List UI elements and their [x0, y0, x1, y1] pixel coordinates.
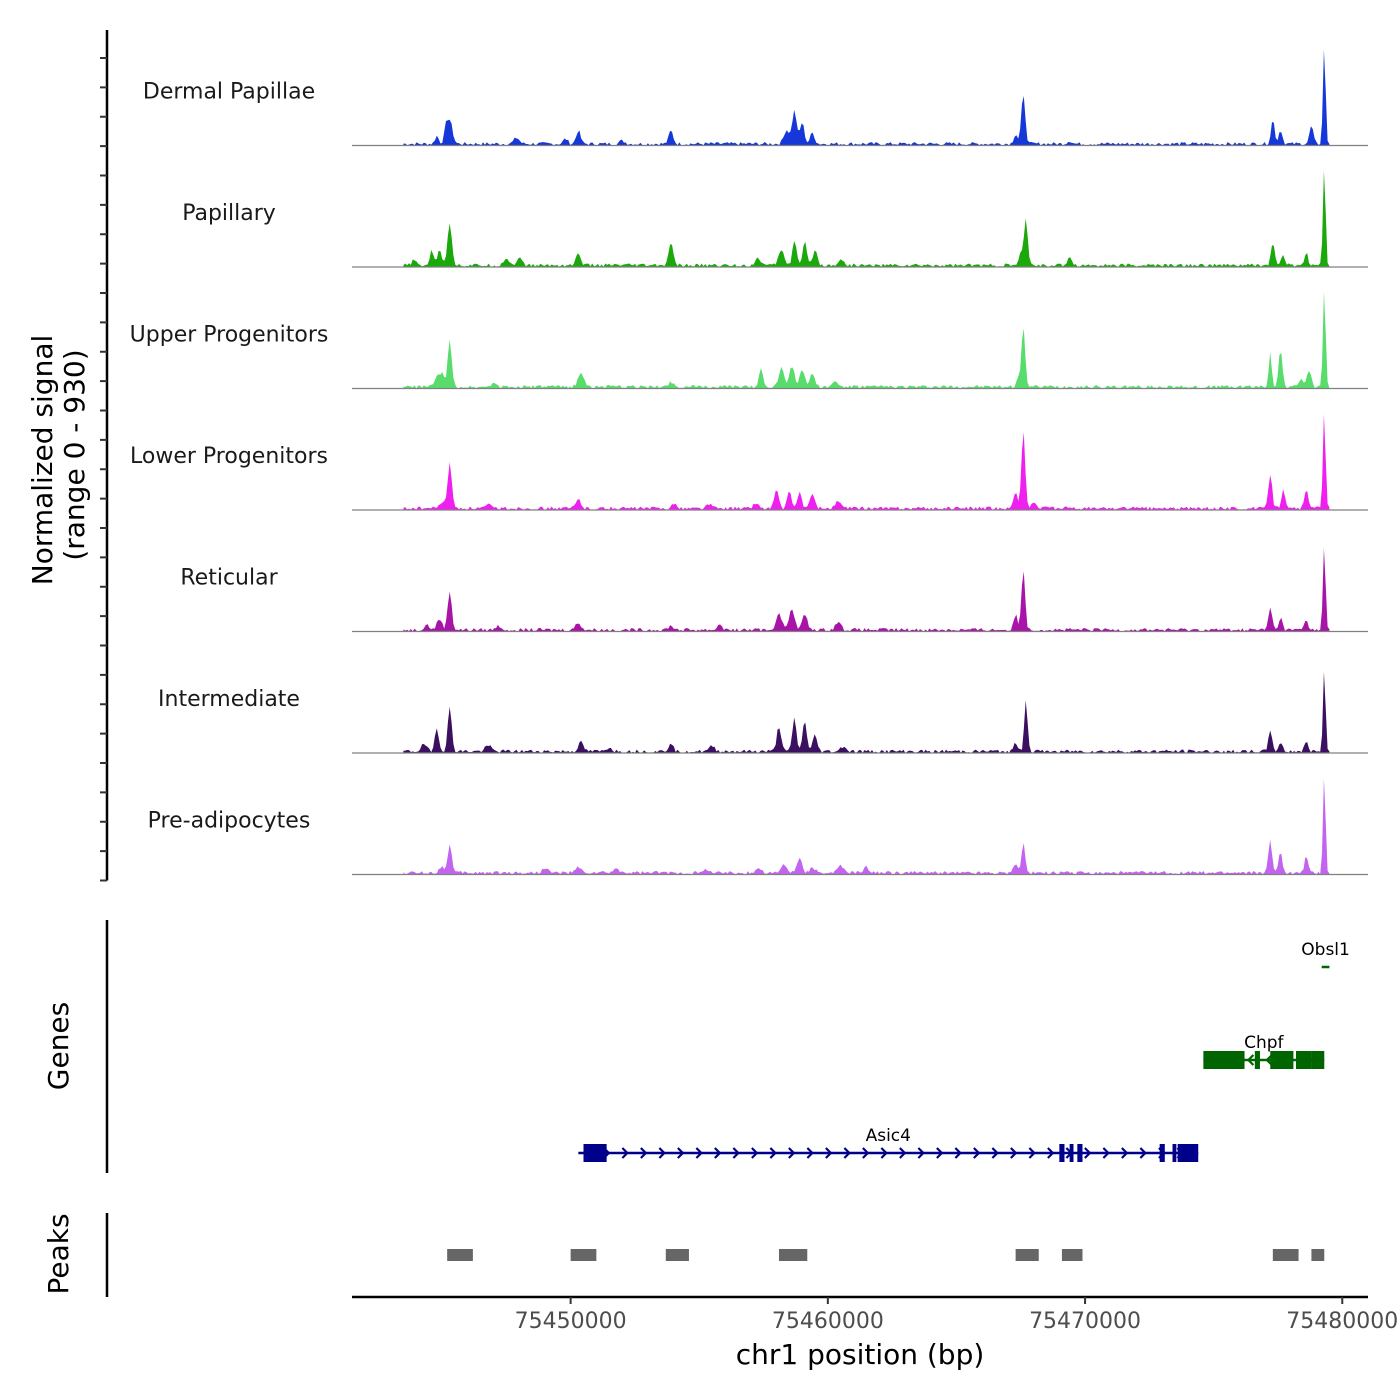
strand-arrow [1084, 1147, 1092, 1159]
peaks-panel-title: Peaks [42, 1213, 75, 1294]
strand-arrow [973, 1147, 981, 1159]
y-axis-title-line1: Normalized signal [26, 335, 59, 586]
strand-arrow [1246, 1054, 1255, 1066]
strand-arrow [732, 1147, 740, 1159]
gene-exon [1203, 1051, 1245, 1069]
gene-label: Chpf [1244, 1033, 1284, 1053]
strand-arrow [640, 1147, 648, 1159]
peak-region [447, 1249, 473, 1261]
strand-arrow [843, 1147, 851, 1159]
gene-exon [1270, 1051, 1294, 1069]
gene-obsl1: Obsl1 [1301, 940, 1350, 969]
track-label: Upper Progenitors [130, 323, 329, 348]
coverage-track: Papillary [182, 170, 1368, 268]
strand-arrow [825, 1147, 833, 1159]
coverage-area [403, 547, 1330, 632]
track-label: Lower Progenitors [130, 444, 328, 469]
coverage-area [403, 49, 1330, 146]
coverage-area [403, 671, 1330, 753]
track-label: Papillary [182, 201, 276, 226]
strand-arrow [1265, 1054, 1273, 1066]
gene-asic4: Asic4 [578, 1126, 1199, 1162]
peak-region [1061, 1249, 1083, 1261]
strand-arrow [677, 1147, 685, 1159]
peak-region [570, 1249, 597, 1261]
gene-exon [1059, 1144, 1065, 1162]
coverage-track: Reticular [180, 547, 1368, 633]
strand-arrow [1047, 1147, 1055, 1159]
gene-exon [1311, 1051, 1325, 1069]
track-label: Pre-adipocytes [148, 809, 311, 834]
gene-label: Asic4 [866, 1126, 911, 1146]
genes-panel-title: Genes [42, 1002, 75, 1090]
peak-region [778, 1249, 808, 1261]
coverage-track: Lower Progenitors [130, 414, 1368, 511]
strand-arrow [862, 1147, 870, 1159]
coverage-panel: Dermal Papillae Papillary Upper Progenitor… [100, 30, 1368, 882]
gene-exon [1295, 1051, 1312, 1069]
track-label: Reticular [180, 566, 278, 591]
gene-exon [1177, 1144, 1199, 1162]
y-axis-title-line2: (range 0 - 930) [58, 349, 91, 560]
coverage-track: Pre-adipocytes [148, 778, 1368, 876]
track-label: Dermal Papillae [143, 80, 315, 105]
strand-arrow [806, 1147, 814, 1159]
gene-exon [1069, 1144, 1074, 1162]
coverage-area [403, 414, 1330, 510]
x-axis-title: chr1 position (bp) [736, 1338, 985, 1371]
x-tick-label: 75450000 [515, 1309, 627, 1334]
gene-exon [1254, 1051, 1260, 1069]
strand-arrow [769, 1147, 777, 1159]
strand-arrow [1139, 1147, 1147, 1159]
peak-region [1015, 1249, 1039, 1261]
coverage-area [403, 291, 1330, 389]
strand-arrow [751, 1147, 759, 1159]
genes-panel: Obsl1 Chpf Asic4 [105, 920, 1350, 1173]
coverage-track: Dermal Papillae [143, 49, 1368, 147]
coverage-track: Intermediate [158, 671, 1368, 754]
gene-exon [1172, 1144, 1177, 1162]
peak-region [1311, 1249, 1325, 1261]
strand-arrow [788, 1147, 796, 1159]
strand-arrow [880, 1147, 888, 1159]
strand-arrow [1010, 1147, 1018, 1159]
gene-exon [1077, 1144, 1083, 1162]
coverage-area [403, 170, 1330, 267]
x-tick-label: 75470000 [1029, 1309, 1141, 1334]
x-tick-label: 75460000 [772, 1309, 884, 1334]
strand-arrow [954, 1147, 962, 1159]
x-axis: 75450000 75460000 75470000 75480000 [352, 1295, 1398, 1334]
coverage-area [403, 778, 1330, 875]
strand-arrow [1102, 1147, 1110, 1159]
peak-region [665, 1249, 689, 1261]
peaks-panel [105, 1213, 1325, 1297]
x-tick-label: 75480000 [1286, 1309, 1398, 1334]
coverage-track: Upper Progenitors [130, 291, 1368, 390]
strand-arrow [695, 1147, 703, 1159]
gene-exon [583, 1144, 607, 1162]
strand-arrow [991, 1147, 999, 1159]
gene-chpf: Chpf [1203, 1033, 1325, 1069]
strand-arrow [621, 1147, 629, 1159]
track-label: Intermediate [158, 687, 300, 712]
strand-arrow [658, 1147, 666, 1159]
strand-arrow [917, 1147, 925, 1159]
strand-arrow [1028, 1147, 1036, 1159]
gene-label: Obsl1 [1301, 940, 1350, 960]
gene-exon [1159, 1144, 1165, 1162]
strand-arrow [1121, 1147, 1129, 1159]
strand-arrow [714, 1147, 722, 1159]
peak-region [1272, 1249, 1299, 1261]
strand-arrow [936, 1147, 944, 1159]
strand-arrow [899, 1147, 907, 1159]
